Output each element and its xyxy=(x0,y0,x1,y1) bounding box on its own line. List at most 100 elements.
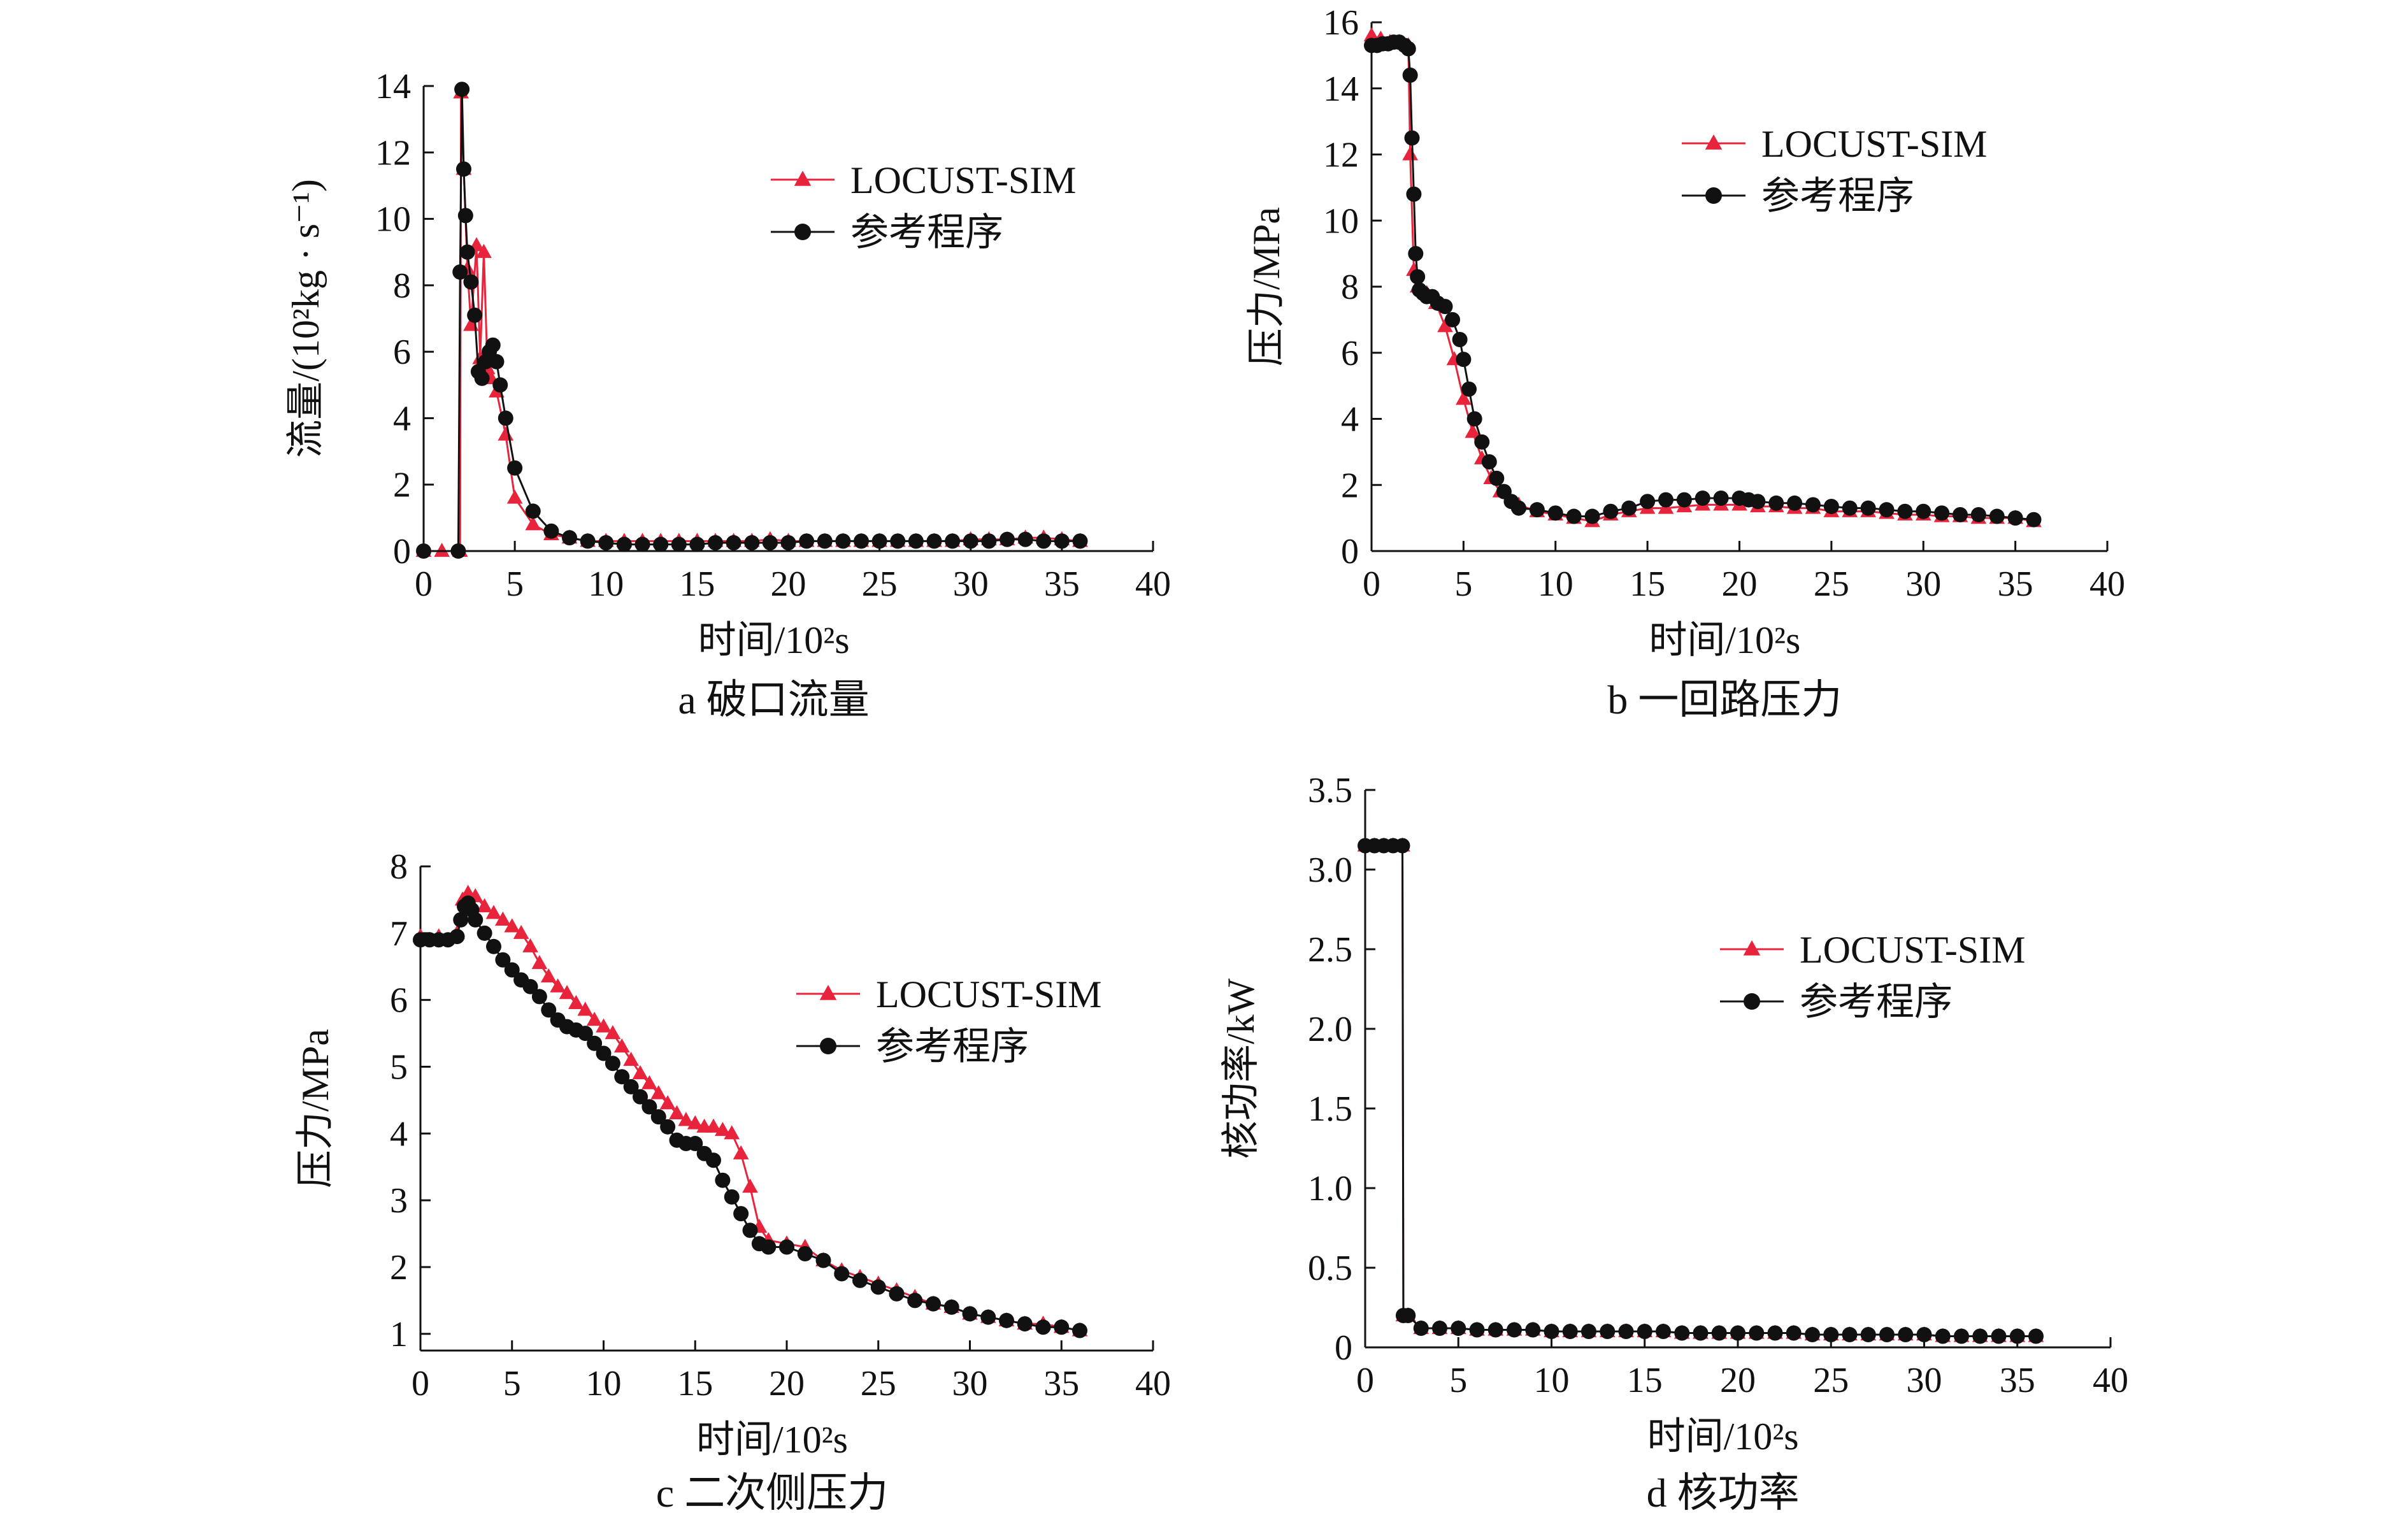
data-point xyxy=(761,1239,777,1255)
series-line xyxy=(420,892,1080,1332)
data-point xyxy=(1676,492,1692,508)
data-point xyxy=(525,503,541,519)
data-point xyxy=(1406,186,1422,202)
legend-label: LOCUST-SIM xyxy=(876,973,1102,1015)
data-point xyxy=(963,533,978,549)
data-point xyxy=(434,543,450,557)
data-point xyxy=(1402,146,1418,161)
data-point xyxy=(1507,1322,1522,1338)
data-point xyxy=(468,912,484,928)
y-tick-label: 1.0 xyxy=(1308,1169,1352,1208)
data-point xyxy=(715,1122,731,1137)
x-tick-label: 5 xyxy=(503,1364,521,1403)
y-tick-label: 14 xyxy=(1323,69,1359,109)
x-tick-label: 40 xyxy=(2089,564,2125,604)
data-point xyxy=(495,911,511,926)
data-point xyxy=(1451,1321,1466,1336)
data-point xyxy=(669,1105,685,1119)
y-tick-label: 4 xyxy=(393,399,411,438)
data-point xyxy=(1000,531,1015,547)
data-point xyxy=(1072,1323,1087,1338)
data-point xyxy=(854,533,869,549)
x-tick-label: 35 xyxy=(1043,1364,1079,1403)
y-tick-label: 10 xyxy=(1323,201,1359,241)
y-tick-label: 1.5 xyxy=(1308,1089,1352,1129)
data-point xyxy=(1823,1327,1839,1342)
data-point xyxy=(708,534,723,550)
legend-marker xyxy=(1705,134,1723,150)
data-point xyxy=(1584,508,1600,524)
data-point xyxy=(1408,246,1424,262)
data-point xyxy=(1413,1321,1429,1336)
data-point xyxy=(1404,130,1420,146)
data-point xyxy=(780,534,796,550)
data-point xyxy=(1954,1328,1969,1344)
data-point xyxy=(495,952,511,968)
x-tick-label: 0 xyxy=(415,564,433,604)
y-tick-label: 1 xyxy=(390,1315,408,1354)
y-tick-label: 12 xyxy=(375,133,411,173)
data-point xyxy=(1674,1325,1690,1341)
legend-marker xyxy=(820,1038,836,1054)
x-tick-label: 35 xyxy=(1044,564,1080,604)
y-tick-label: 7 xyxy=(390,914,408,954)
data-point xyxy=(1860,1327,1876,1342)
data-point xyxy=(678,1112,694,1126)
y-axis-label: 压力/MPa xyxy=(1245,207,1287,366)
data-point xyxy=(653,536,669,552)
data-point xyxy=(522,979,538,994)
x-tick-label: 15 xyxy=(677,1364,713,1403)
data-point xyxy=(1935,1328,1951,1344)
data-point xyxy=(1972,1328,1988,1344)
y-tick-label: 3.0 xyxy=(1308,850,1352,890)
data-point xyxy=(926,1296,941,1312)
data-point xyxy=(1621,500,1637,516)
legend: LOCUST-SIM 参考程序 xyxy=(796,973,1102,1068)
data-point xyxy=(559,985,575,1000)
data-point xyxy=(2007,510,2023,526)
data-point xyxy=(498,410,513,426)
x-tick-label: 30 xyxy=(953,564,989,604)
data-point xyxy=(834,1266,850,1282)
y-tick-label: 3 xyxy=(390,1181,408,1221)
data-point xyxy=(1035,1319,1051,1335)
data-point xyxy=(485,337,501,353)
y-axis-label: 压力/MPa xyxy=(294,1029,336,1188)
x-tick-label: 20 xyxy=(771,564,806,604)
data-point xyxy=(1600,1324,1616,1339)
data-point xyxy=(587,1035,603,1051)
x-tick-label: 25 xyxy=(1814,564,1849,604)
series-locust-sim xyxy=(1357,837,2044,1342)
legend-label: 参考程序 xyxy=(1761,175,1914,217)
y-tick-label: 0.5 xyxy=(1308,1249,1352,1288)
data-point xyxy=(908,533,924,549)
data-point xyxy=(598,534,614,550)
legend-marker xyxy=(1705,187,1722,204)
data-point xyxy=(1394,838,1410,854)
data-point xyxy=(1544,1324,1559,1339)
y-tick-label: 16 xyxy=(1323,3,1359,43)
data-point xyxy=(980,1309,996,1325)
data-point xyxy=(650,1085,667,1100)
x-tick-label: 35 xyxy=(2000,1361,2035,1400)
data-point xyxy=(1768,495,1784,511)
data-point xyxy=(1437,318,1453,333)
data-point xyxy=(633,1089,648,1105)
series-line xyxy=(1365,845,2036,1337)
chart-panel-b: 0 5 10 15 20 25 30 35 40 0 2 4 6 8 10 12 14 16 时间/10²s 压力/M… xyxy=(1245,3,2125,722)
legend-marker xyxy=(1744,993,1760,1010)
data-point xyxy=(817,533,833,549)
data-point xyxy=(1693,1325,1709,1341)
data-point xyxy=(1054,1319,1070,1335)
data-point xyxy=(513,924,529,939)
x-tick-label: 10 xyxy=(1534,1361,1570,1400)
chart-panel-d: 0 5 10 15 20 25 30 35 40 0 0.5 1.0 1.5 2.0 2.5 3.0 3.5 时间… xyxy=(1220,771,2128,1513)
data-point xyxy=(1713,491,1729,506)
data-point xyxy=(1879,1327,1895,1342)
data-point xyxy=(1953,506,1968,522)
x-axis-label: 时间/10²s xyxy=(1647,1416,1799,1458)
x-tick-label: 40 xyxy=(1135,564,1171,604)
legend-label: LOCUST-SIM xyxy=(850,159,1077,201)
x-axis-label: 时间/10²s xyxy=(696,1419,848,1461)
data-point xyxy=(689,536,705,552)
